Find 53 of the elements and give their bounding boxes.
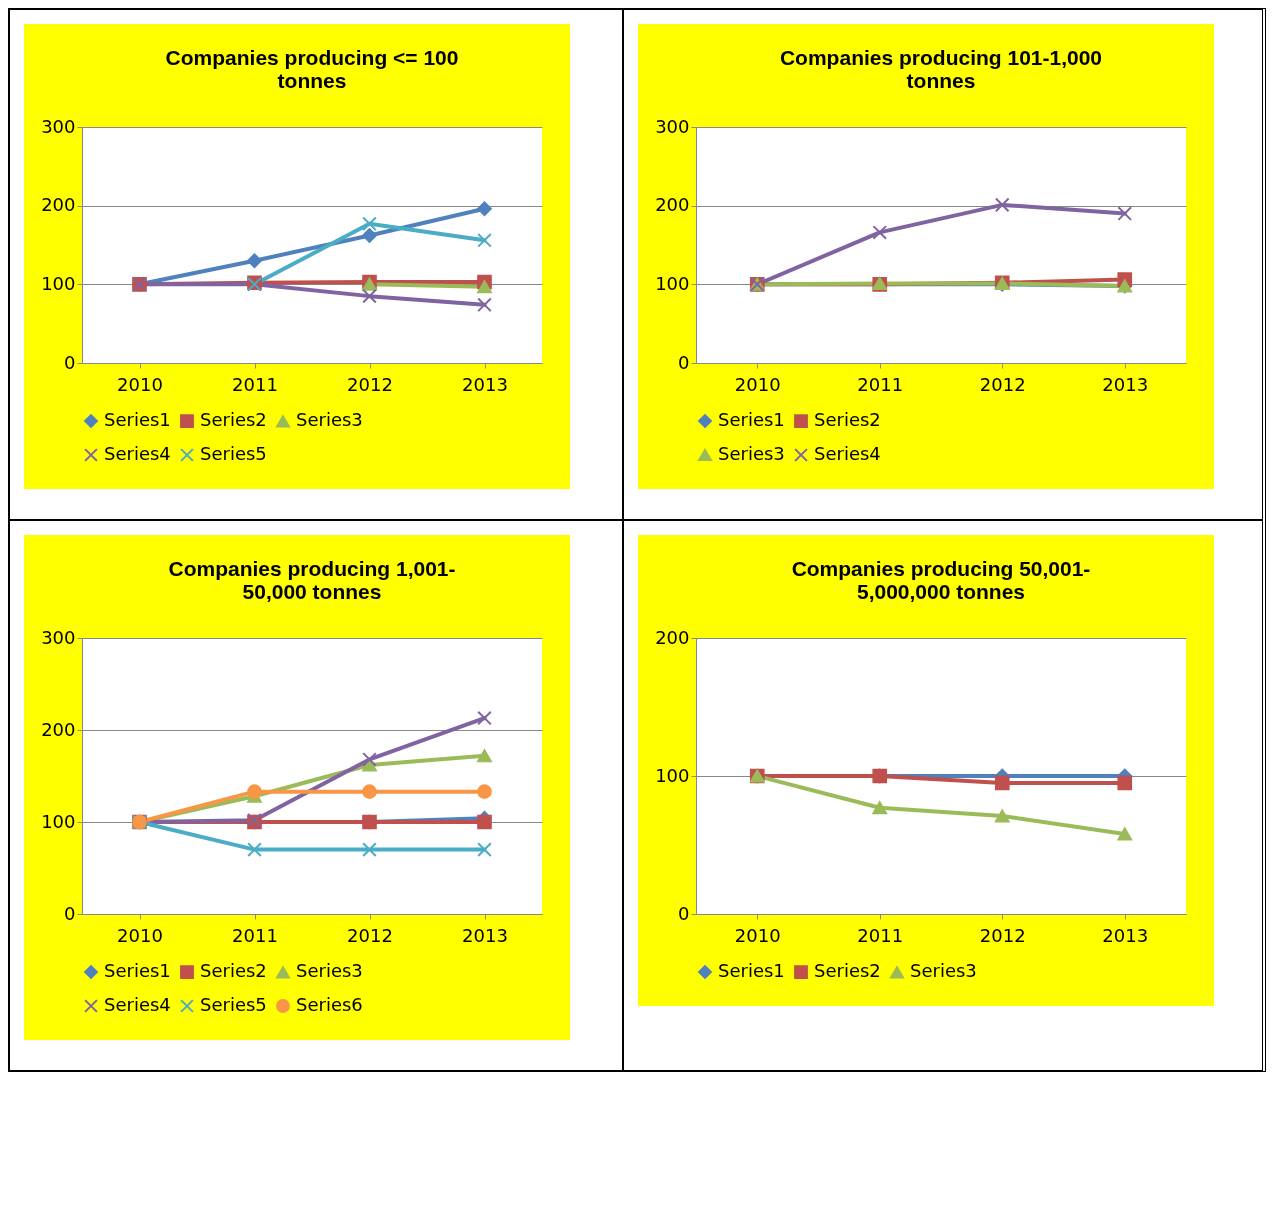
legend-label: Series2 bbox=[814, 960, 881, 982]
y-tick-label: 300 bbox=[41, 115, 76, 137]
y-tick-label: 300 bbox=[655, 115, 690, 137]
x-tick-label: 2011 bbox=[857, 924, 904, 946]
legend-label: Series3 bbox=[910, 960, 977, 982]
legend-label: Series4 bbox=[104, 994, 171, 1015]
y-tick-label: 200 bbox=[41, 718, 76, 740]
y-tick-label: 0 bbox=[64, 902, 76, 924]
x-tick-label: 2012 bbox=[979, 373, 1026, 395]
x-tick-label: 2010 bbox=[117, 373, 163, 395]
legend-label: Series5 bbox=[200, 443, 267, 464]
x-tick-label: 2010 bbox=[117, 924, 163, 946]
legend-label: Series2 bbox=[200, 960, 267, 982]
x-tick-label: 2013 bbox=[1102, 924, 1149, 946]
legend-label: Series1 bbox=[104, 409, 171, 431]
y-tick-label: 200 bbox=[655, 194, 690, 216]
x-tick-label: 2012 bbox=[979, 924, 1026, 946]
x-tick-label: 2011 bbox=[857, 373, 904, 395]
y-tick-label: 200 bbox=[41, 194, 76, 216]
chart-title: Companies producing 101-1,000 tonnes bbox=[779, 46, 1103, 92]
y-tick-label: 100 bbox=[41, 810, 76, 832]
x-tick-label: 2013 bbox=[1102, 373, 1149, 395]
chart-title: Companies producing <= 100 tonnes bbox=[165, 46, 459, 92]
x-tick-label: 2011 bbox=[232, 924, 278, 946]
y-tick-label: 0 bbox=[64, 351, 76, 373]
x-tick-label: 2012 bbox=[347, 924, 393, 946]
chart-title: Companies producing 50,001-5,000,000 tonnes bbox=[791, 557, 1091, 603]
legend-label: Series2 bbox=[814, 409, 881, 431]
y-tick-label: 100 bbox=[655, 764, 690, 786]
y-tick-label: 100 bbox=[655, 272, 690, 294]
x-tick-label: 2010 bbox=[734, 924, 781, 946]
legend-label: Series6 bbox=[296, 994, 363, 1015]
legend-label: Series3 bbox=[296, 960, 363, 982]
legend-label: Series1 bbox=[718, 960, 785, 982]
legend-label: Series1 bbox=[718, 409, 785, 431]
chart-title: Companies producing 1,001-50,000 tonnes bbox=[168, 557, 456, 603]
y-tick-label: 300 bbox=[41, 626, 76, 648]
legend-label: Series3 bbox=[718, 443, 785, 464]
y-tick-label: 100 bbox=[41, 272, 76, 294]
x-tick-label: 2011 bbox=[232, 373, 278, 395]
x-tick-label: 2010 bbox=[734, 373, 781, 395]
y-tick-label: 0 bbox=[678, 902, 690, 924]
legend-label: Series4 bbox=[814, 443, 881, 464]
legend-label: Series2 bbox=[200, 409, 267, 431]
y-tick-label: 200 bbox=[655, 626, 690, 648]
x-tick-label: 2013 bbox=[462, 373, 508, 395]
legend-label: Series4 bbox=[104, 443, 171, 464]
legend-label: Series3 bbox=[296, 409, 363, 431]
y-tick-label: 0 bbox=[678, 351, 690, 373]
legend-label: Series1 bbox=[104, 960, 171, 982]
x-tick-label: 2012 bbox=[347, 373, 393, 395]
legend-label: Series5 bbox=[200, 994, 267, 1015]
x-tick-label: 2013 bbox=[462, 924, 508, 946]
